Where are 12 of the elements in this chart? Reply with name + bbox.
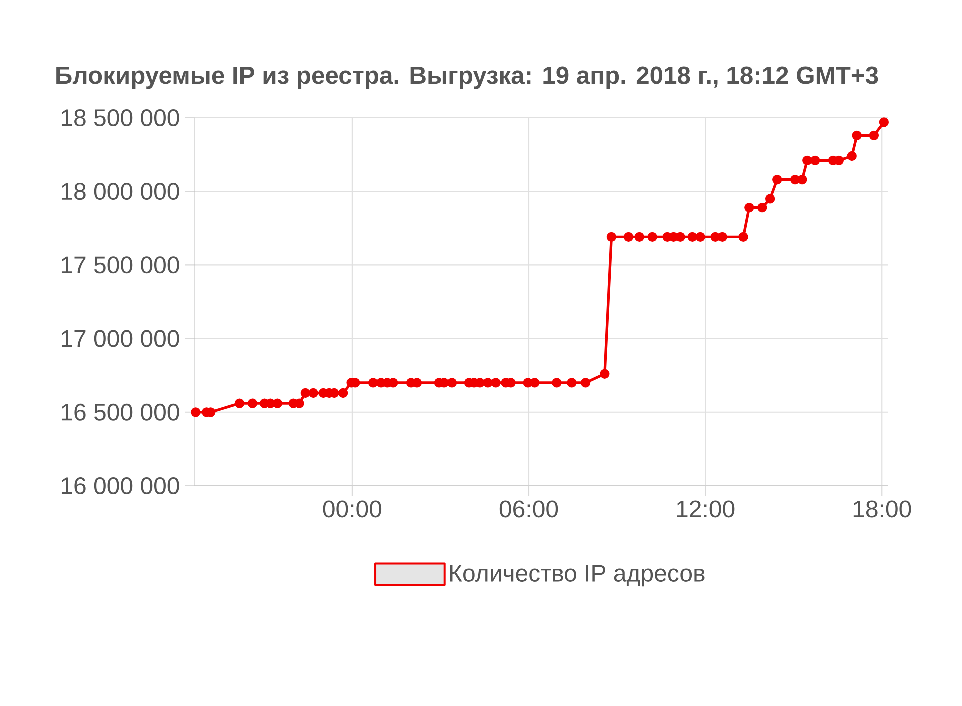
chart-title: Блокируемые IP из реестра. Выгрузка: 19 апр. 2018 г., 18:12 GMT+3 — [56, 66, 878, 90]
y-tick-label: 16 000 000 — [62, 477, 180, 494]
legend-label: Количество IP адресов — [450, 565, 705, 587]
y-tick-label: 18 500 000 — [62, 109, 180, 126]
x-tick-label: 12:00 — [677, 500, 735, 518]
x-tick-label: 06:00 — [500, 500, 558, 518]
y-tick-label: 16 500 000 — [62, 404, 180, 421]
x-tick-label: 18:00 — [854, 500, 912, 518]
y-tick-label: 17 000 000 — [62, 330, 180, 348]
y-tick-label: 18 000 000 — [62, 183, 180, 200]
y-tick-label: 17 500 000 — [62, 256, 180, 274]
x-tick-label: 00:00 — [323, 500, 382, 518]
